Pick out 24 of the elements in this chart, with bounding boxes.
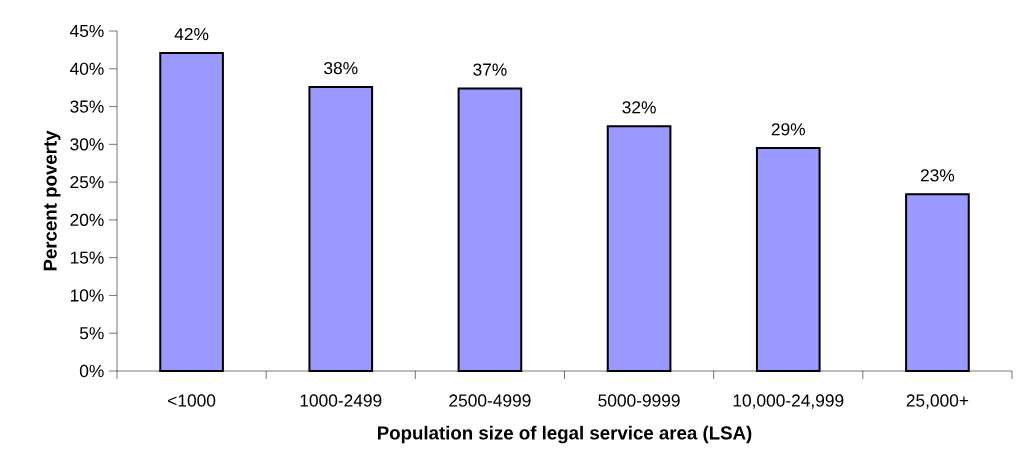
x-axis-title: Population size of legal service area (LSA) (378, 425, 752, 444)
y-tick-label: 20% (70, 213, 104, 227)
y-tick-label: 25% (70, 175, 104, 189)
data-label: 29% (771, 123, 805, 136)
x-tick-label: 5000-9999 (598, 394, 680, 407)
y-axis-title: Percent poverty (43, 130, 61, 271)
x-tick-label: 1000-2499 (300, 394, 382, 407)
x-tick-label: 25,000+ (906, 394, 969, 409)
y-tick-label: 15% (70, 251, 104, 264)
y-tick-label: 0% (79, 364, 104, 378)
y-tick-label: 30% (70, 138, 104, 151)
data-label: 32% (622, 101, 656, 114)
x-tick-label: <1000 (168, 394, 216, 407)
y-tick-label: 5% (79, 327, 104, 340)
data-label: 37% (473, 63, 507, 76)
x-tick-label: 10,000-24,999 (733, 394, 844, 409)
x-tick-label: 2500-4999 (449, 394, 531, 407)
y-tick-label: 10% (70, 289, 104, 302)
data-label: 38% (324, 61, 358, 75)
y-tick-label: 45% (70, 24, 104, 38)
y-tick-label: 35% (70, 100, 104, 113)
data-label: 42% (174, 27, 209, 41)
y-tick-label: 40% (70, 62, 104, 75)
data-label: 23% (920, 169, 955, 182)
